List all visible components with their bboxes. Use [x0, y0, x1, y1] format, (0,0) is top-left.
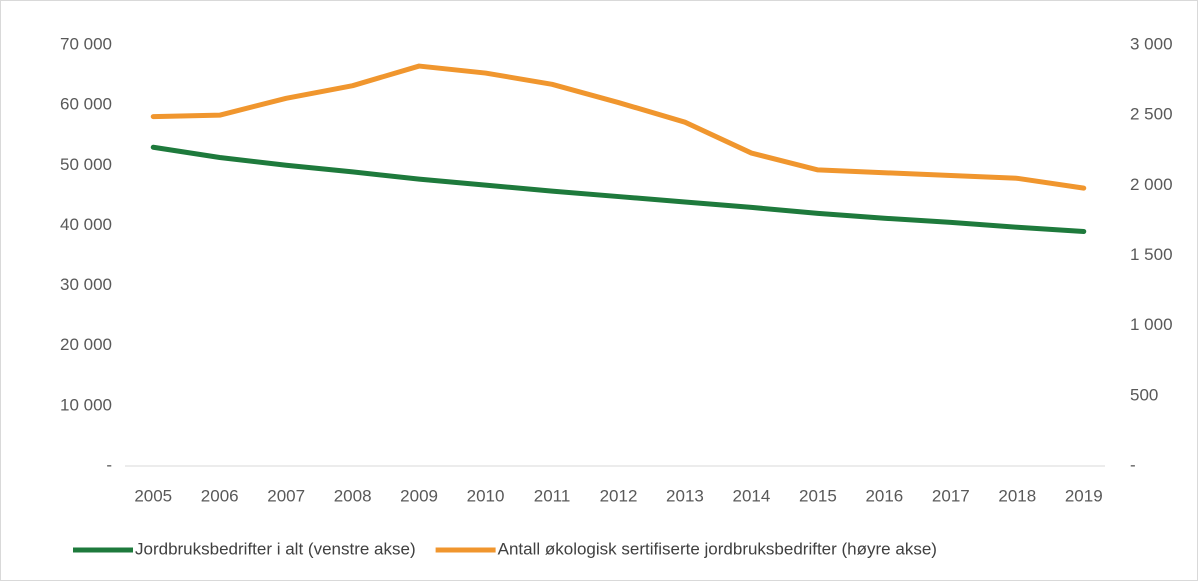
x-tick-label: 2014 [733, 486, 771, 505]
x-tick-label: 2010 [467, 486, 505, 505]
x-tick-label: 2012 [600, 486, 638, 505]
y-tick-label: 40 000 [60, 215, 112, 234]
y2-tick-label: 500 [1130, 385, 1158, 404]
line-series [150, 63, 1087, 191]
y-tick-label: 70 000 [60, 34, 112, 53]
x-tick-label: 2009 [400, 486, 438, 505]
x-tick-label: 2008 [334, 486, 372, 505]
y-tick-label: 50 000 [60, 155, 112, 174]
x-tick-label: 2013 [666, 486, 704, 505]
y-tick-label: 30 000 [60, 275, 112, 294]
y2-tick-label: 1 500 [1130, 245, 1173, 264]
y2-tick-label: - [1130, 455, 1136, 474]
y2-tick-label: 3 000 [1130, 34, 1173, 53]
x-tick-label: 2005 [134, 486, 172, 505]
y2-tick-label: 2 000 [1130, 175, 1173, 194]
x-tick-label: 2007 [267, 486, 305, 505]
legend: Jordbruksbedrifter i alt (venstre akse) A… [73, 539, 937, 558]
x-tick-label: 2017 [932, 486, 970, 505]
legend-label: Antall økologisk sertifiserte jordbruksb… [498, 539, 937, 558]
line-series [150, 144, 1087, 234]
x-tick-label: 2011 [534, 486, 571, 505]
y-tick-label: 10 000 [60, 395, 112, 414]
x-tick-label: 2016 [865, 486, 903, 505]
legend-label: Jordbruksbedrifter i alt (venstre akse) [135, 539, 416, 558]
x-tick-label: 2015 [799, 486, 837, 505]
x-tick-label: 2006 [201, 486, 239, 505]
x-tick-label: 2018 [998, 486, 1036, 505]
y2-tick-label: 1 000 [1130, 315, 1173, 334]
x-tick-label: 2019 [1065, 486, 1103, 505]
y-tick-label: 60 000 [60, 95, 112, 114]
y-tick-label: - [106, 455, 112, 474]
y-tick-label: 20 000 [60, 335, 112, 354]
y2-tick-label: 2 500 [1130, 105, 1173, 124]
